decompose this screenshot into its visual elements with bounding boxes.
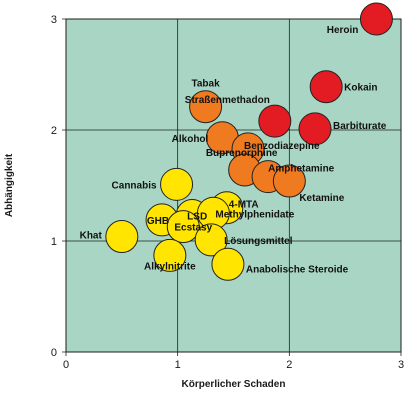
y-tick-label: 3: [51, 14, 57, 26]
grid-lines: [62, 18, 402, 356]
data-label-stra-enmethadon: Straßenmethadon: [185, 95, 270, 106]
data-label-methylphenidate: Methylphenidate: [215, 209, 294, 220]
data-label-benzodiazepine: Benzodiazepine: [244, 141, 320, 152]
y-tick-label: 2: [51, 125, 57, 137]
data-label-lsd: LSD: [187, 211, 207, 222]
data-label-heroin: Heroin: [327, 25, 359, 36]
x-tick-labels: 0 1 2 3: [63, 359, 404, 371]
x-tick-label: 1: [175, 359, 181, 371]
data-label-tabak: Tabak: [191, 79, 220, 90]
data-label-alkylnitrite: Alkylnitrite: [144, 261, 196, 272]
data-point-stra-enmethadon: [258, 104, 292, 138]
data-point-heroin: [359, 2, 393, 36]
x-tick-label: 3: [398, 359, 404, 371]
data-label-amphetamine: Amphetamine: [268, 164, 335, 175]
data-label-l-sungsmittel: Lösungsmittel: [224, 236, 293, 247]
data-label-kokain: Kokain: [344, 83, 377, 94]
y-tick-label: 0: [51, 347, 57, 359]
data-point-l-sungsmittel: [194, 223, 228, 257]
data-point-kokain: [309, 70, 343, 104]
data-label-ghb: GHB: [147, 216, 169, 227]
data-point-alkylnitrite: [153, 238, 187, 272]
plot-area: [65, 18, 402, 353]
data-point-ecstasy: [166, 210, 200, 244]
y-tick-label: 1: [51, 236, 57, 248]
x-tick-label: 0: [63, 359, 69, 371]
x-axis-label: Körperlicher Schaden: [182, 379, 286, 390]
data-point-cannabis: [160, 167, 194, 201]
data-label-4-mta: 4-MTA: [229, 200, 259, 211]
data-label-cannabis: Cannabis: [112, 180, 157, 191]
data-points: [105, 2, 393, 281]
y-axis-label: Abhängigkeit: [4, 153, 15, 217]
data-label-alkohol: Alkohol: [172, 134, 209, 145]
data-point-anabolische-steroide: [211, 247, 245, 281]
data-label-buprenorphine: Buprenorphine: [206, 148, 278, 159]
y-tick-labels: 0 1 2 3: [51, 14, 57, 359]
data-label-barbiturate: Barbiturate: [333, 121, 387, 132]
data-labels: Heroin Kokain Barbiturate Straßenmethadon Ta…: [80, 25, 387, 275]
data-point-barbiturate: [298, 112, 332, 146]
x-tick-label: 2: [286, 359, 292, 371]
data-point-ketamine: [272, 164, 306, 198]
data-label-khat: Khat: [80, 231, 103, 242]
data-label-ketamine: Ketamine: [299, 193, 344, 204]
data-point-khat: [105, 220, 139, 254]
data-point-tabak: [189, 90, 223, 124]
data-label-anabolische-steroide: Anabolische Steroide: [246, 264, 349, 275]
data-label-ecstasy: Ecstasy: [174, 223, 212, 234]
